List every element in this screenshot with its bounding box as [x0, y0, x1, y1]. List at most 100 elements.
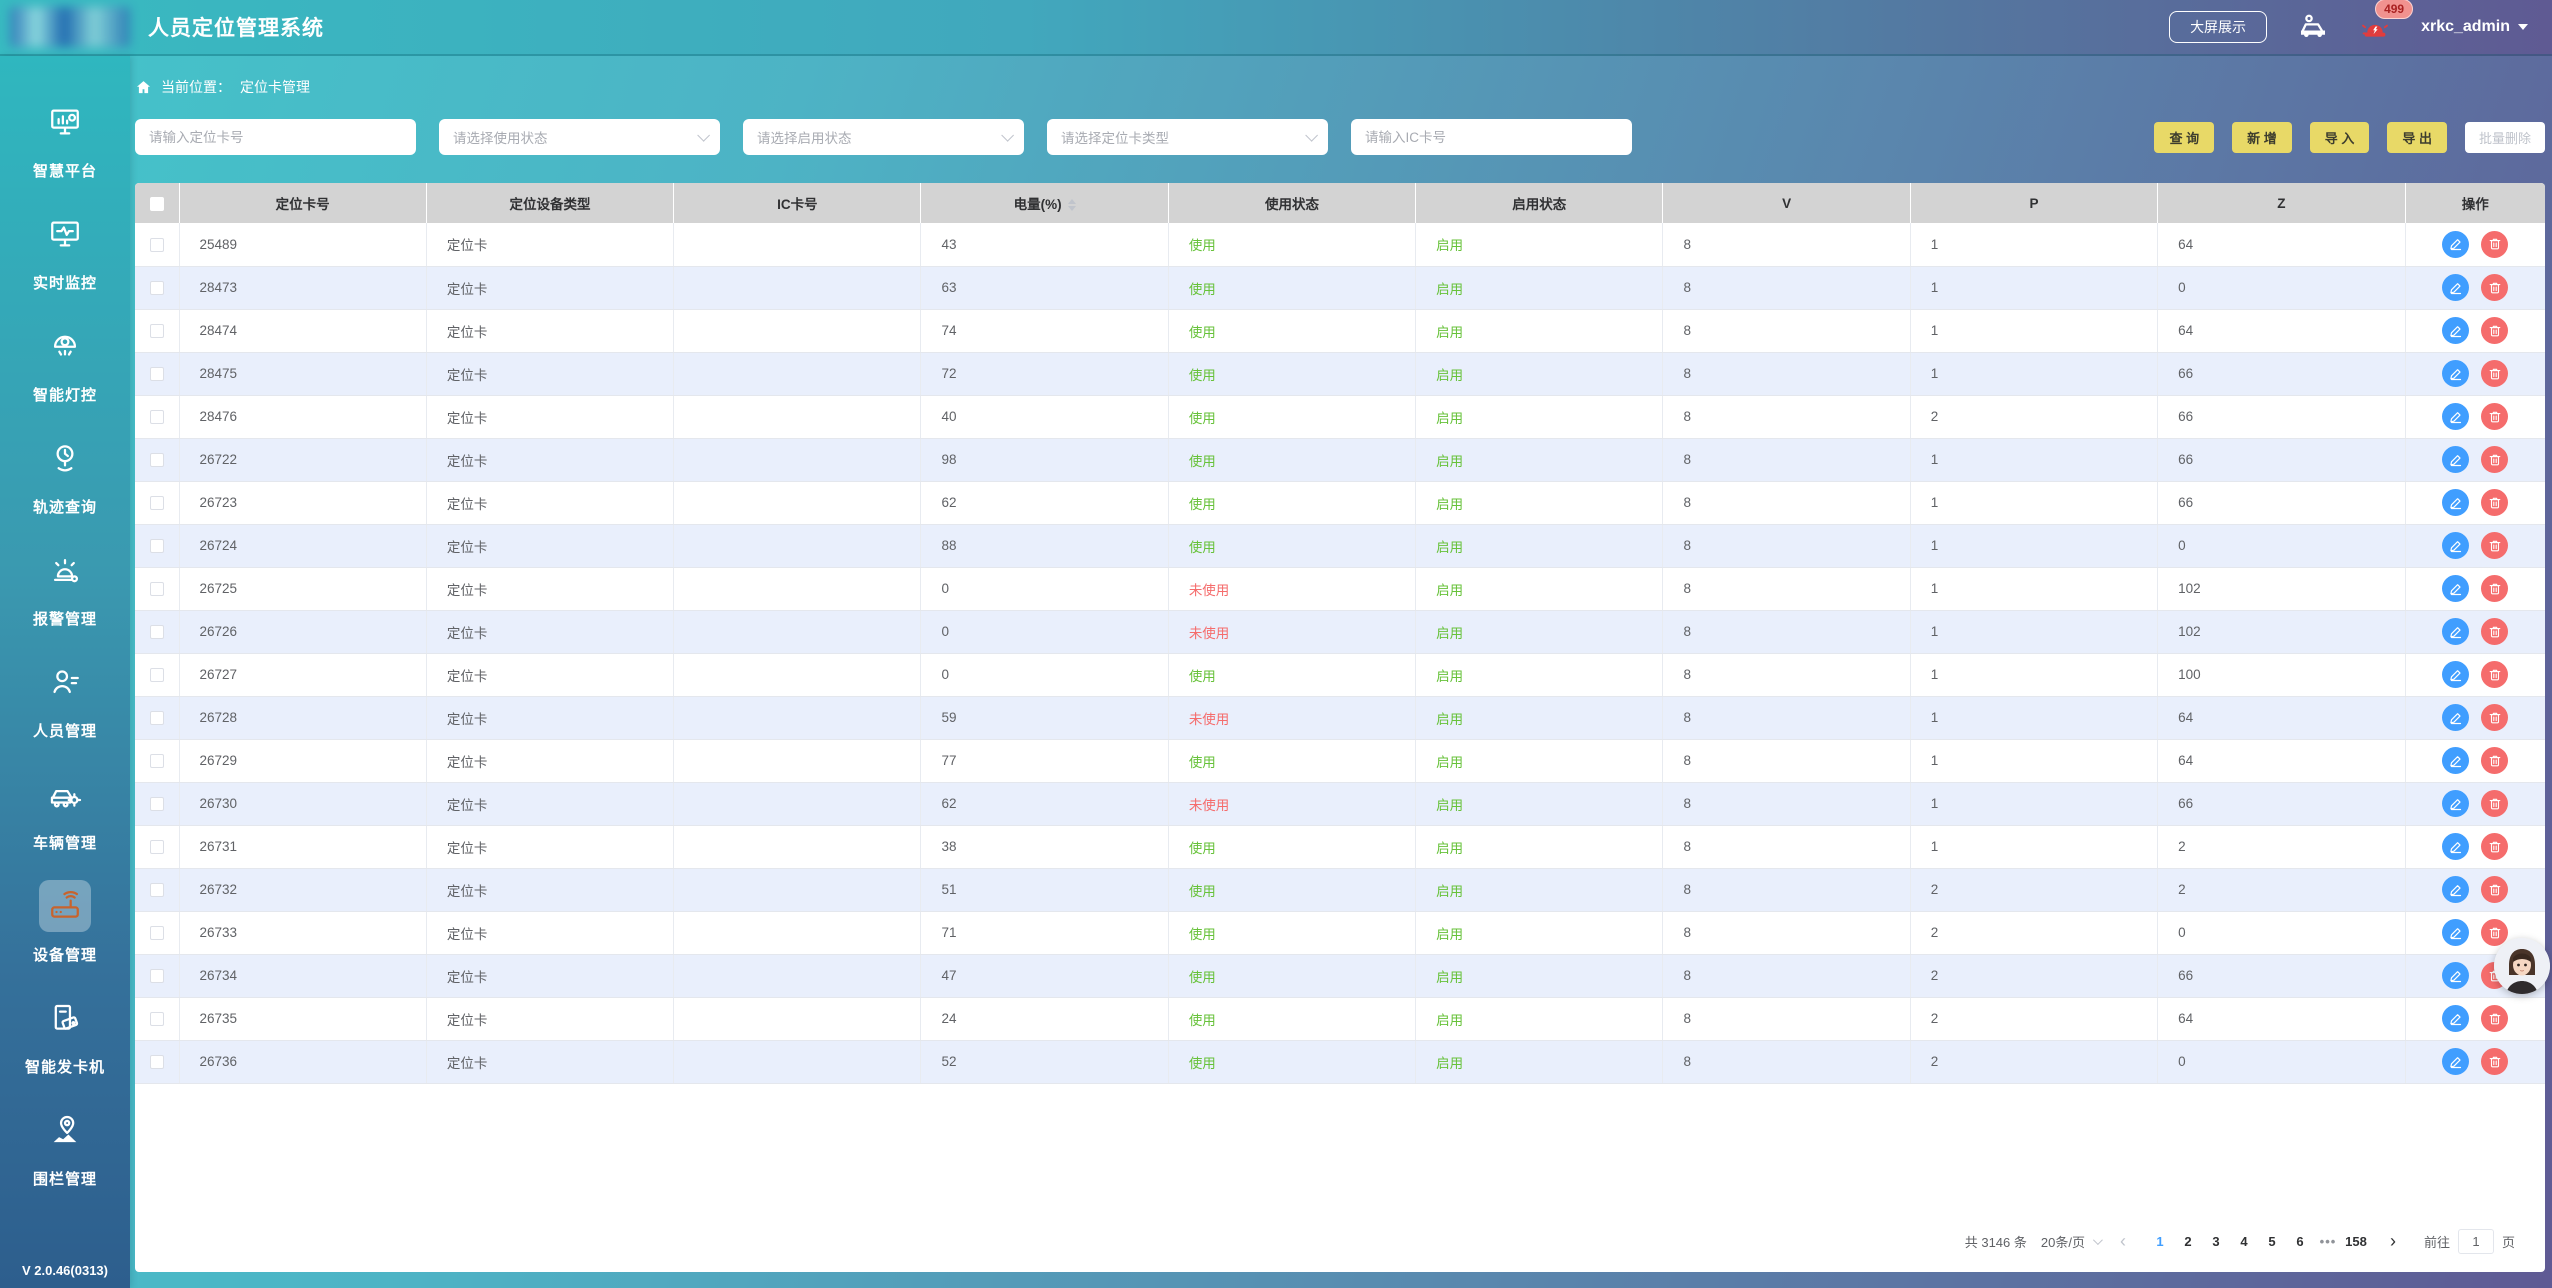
delete-button[interactable]: [2481, 403, 2509, 430]
sidebar-item-track-query[interactable]: 轨迹查询: [0, 418, 130, 530]
row-checkbox[interactable]: [149, 840, 164, 855]
row-checkbox[interactable]: [149, 281, 164, 296]
edit-button[interactable]: [2442, 360, 2470, 387]
edit-button[interactable]: [2442, 833, 2470, 860]
sidebar-item-fence-mgmt[interactable]: 围栏管理: [0, 1090, 130, 1202]
row-checkbox[interactable]: [149, 926, 164, 941]
edit-button[interactable]: [2442, 747, 2470, 774]
export-button[interactable]: 导 出: [2387, 121, 2447, 153]
sidebar-item-smart-light[interactable]: 智能灯控: [0, 306, 130, 418]
delete-button[interactable]: [2481, 661, 2509, 688]
row-checkbox[interactable]: [149, 754, 164, 769]
delete-button[interactable]: [2481, 446, 2509, 473]
sidebar-item-alarm-mgmt[interactable]: 报警管理: [0, 530, 130, 642]
page-number[interactable]: 4: [2240, 1234, 2248, 1249]
edit-button[interactable]: [2442, 446, 2470, 473]
row-checkbox[interactable]: [149, 1012, 164, 1027]
sort-carets[interactable]: [1067, 199, 1076, 212]
delete-button[interactable]: [2481, 489, 2509, 516]
edit-button[interactable]: [2442, 704, 2470, 731]
edit-button[interactable]: [2442, 790, 2470, 817]
query-button[interactable]: 查 询: [2154, 121, 2215, 153]
row-checkbox[interactable]: [149, 367, 164, 382]
edit-button[interactable]: [2442, 876, 2470, 903]
delete-button[interactable]: [2481, 532, 2509, 559]
vehicle-monitor-icon[interactable]: [2297, 11, 2329, 43]
edit-button[interactable]: [2442, 661, 2470, 688]
edit-button[interactable]: [2442, 403, 2470, 430]
big-screen-button[interactable]: 大屏展示: [2169, 11, 2268, 43]
sidebar-item-device-mgmt[interactable]: 设备管理: [0, 866, 130, 978]
edit-button[interactable]: [2442, 1005, 2470, 1032]
assistant-avatar[interactable]: [2494, 938, 2550, 994]
delete-button[interactable]: [2481, 876, 2509, 903]
sidebar-item-vehicle-mgmt[interactable]: 车辆管理: [0, 754, 130, 866]
edit-button[interactable]: [2442, 919, 2470, 946]
add-button[interactable]: 新 增: [2232, 121, 2292, 153]
batch-delete-button[interactable]: 批量删除: [2464, 121, 2545, 153]
edit-button[interactable]: [2442, 230, 2470, 258]
sidebar-item-card-dispenser[interactable]: 智能发卡机: [0, 978, 130, 1090]
row-checkbox[interactable]: [149, 625, 164, 640]
page-number[interactable]: 6: [2296, 1234, 2304, 1249]
sidebar-item-person-mgmt[interactable]: 人员管理: [0, 642, 130, 754]
delete-button[interactable]: [2481, 704, 2509, 731]
row-checkbox[interactable]: [149, 797, 164, 812]
page-number[interactable]: 1: [2156, 1234, 2164, 1249]
edit-button[interactable]: [2442, 317, 2470, 344]
row-checkbox[interactable]: [149, 969, 164, 984]
delete-button[interactable]: [2481, 360, 2509, 387]
prev-page-button[interactable]: ‹: [2119, 1231, 2126, 1251]
row-checkbox[interactable]: [149, 496, 164, 511]
select-all-checkbox[interactable]: [149, 196, 164, 211]
user-menu[interactable]: xrkc_admin: [2421, 18, 2528, 36]
row-checkbox[interactable]: [149, 410, 164, 425]
page-number[interactable]: 5: [2268, 1234, 2276, 1249]
enable-status-select[interactable]: 请选择启用状态: [743, 119, 1024, 155]
card-type-select[interactable]: 请选择定位卡类型: [1047, 119, 1328, 155]
import-button[interactable]: 导 入: [2309, 121, 2370, 153]
page-number[interactable]: •••: [2319, 1234, 2337, 1249]
delete-button[interactable]: [2481, 317, 2509, 344]
sidebar-item-realtime-monitor[interactable]: 实时监控: [0, 194, 130, 306]
actions-cell: [2405, 352, 2545, 396]
edit-button[interactable]: [2442, 618, 2470, 645]
page-number[interactable]: 158: [2345, 1234, 2367, 1249]
goto-page-input[interactable]: [2457, 1229, 2494, 1254]
page-size-select[interactable]: 20条/页: [2041, 1232, 2103, 1251]
row-checkbox[interactable]: [149, 668, 164, 683]
delete-button[interactable]: [2481, 747, 2509, 774]
delete-button[interactable]: [2481, 274, 2509, 301]
page-number[interactable]: 2: [2184, 1234, 2192, 1249]
page-number[interactable]: 3: [2212, 1234, 2220, 1249]
next-page-button[interactable]: ›: [2389, 1231, 2396, 1251]
card-no-input[interactable]: [135, 119, 416, 155]
edit-button[interactable]: [2442, 1048, 2470, 1075]
z-cell: 102: [2157, 610, 2406, 654]
sidebar-item-smart-platform[interactable]: 智慧平台: [0, 82, 130, 194]
row-checkbox[interactable]: [149, 582, 164, 597]
row-checkbox[interactable]: [149, 1055, 164, 1070]
edit-button[interactable]: [2442, 962, 2470, 989]
edit-button[interactable]: [2442, 532, 2470, 559]
delete-button[interactable]: [2481, 230, 2509, 258]
delete-button[interactable]: [2481, 833, 2509, 860]
row-checkbox[interactable]: [149, 324, 164, 339]
delete-button[interactable]: [2481, 1005, 2509, 1032]
delete-button[interactable]: [2481, 1048, 2509, 1075]
delete-button[interactable]: [2481, 575, 2509, 602]
delete-button[interactable]: [2481, 618, 2509, 645]
edit-button[interactable]: [2442, 489, 2470, 516]
row-checkbox[interactable]: [149, 453, 164, 468]
edit-button[interactable]: [2442, 575, 2470, 602]
row-checkbox[interactable]: [149, 237, 164, 252]
ic-no-input[interactable]: [1351, 119, 1632, 155]
delete-button[interactable]: [2481, 919, 2509, 946]
edit-button[interactable]: [2442, 274, 2470, 301]
row-checkbox[interactable]: [149, 883, 164, 898]
alarm-notifications-icon[interactable]: 499: [2359, 0, 2414, 43]
row-checkbox[interactable]: [149, 711, 164, 726]
row-checkbox[interactable]: [149, 539, 164, 554]
delete-button[interactable]: [2481, 790, 2509, 817]
use-status-select[interactable]: 请选择使用状态: [439, 119, 720, 155]
